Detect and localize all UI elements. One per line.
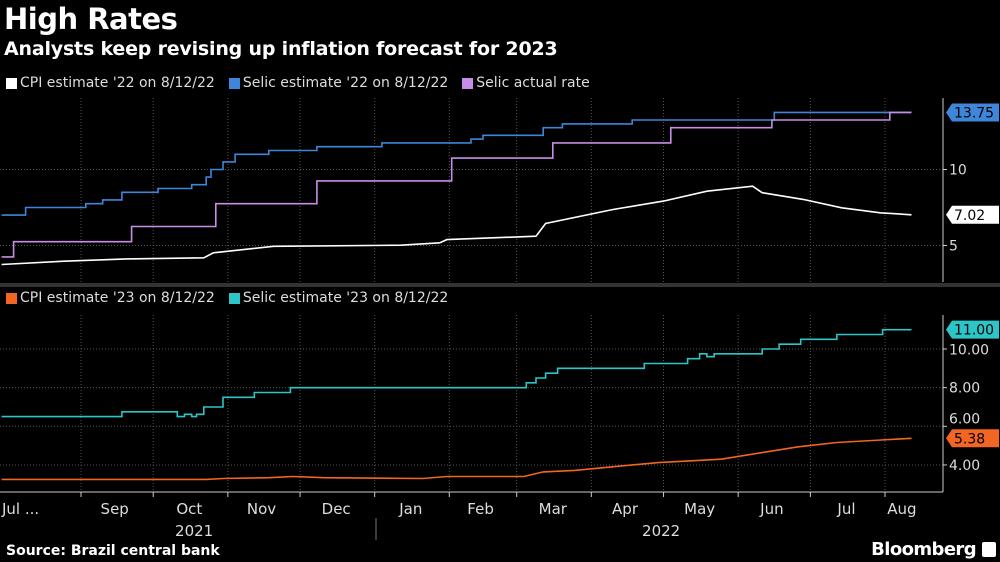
last-value-label: 7.02 bbox=[954, 208, 985, 224]
x-year-label: 2022 bbox=[642, 522, 680, 540]
x-tick-label: Apr bbox=[612, 500, 639, 518]
series-line-3 bbox=[1, 111, 912, 258]
legend-swatch bbox=[6, 292, 17, 304]
series-line-1 bbox=[1, 185, 912, 266]
last-value-badge bbox=[946, 320, 999, 339]
legend-item-selic-actual: Selic actual rate bbox=[462, 75, 590, 91]
x-tick-label: Mar bbox=[539, 500, 568, 518]
panel-divider bbox=[0, 283, 1000, 287]
last-value-badge bbox=[946, 429, 999, 448]
chart-title: High Rates bbox=[4, 2, 178, 36]
x-tick-label: Jun bbox=[759, 500, 783, 518]
legend-item-selic-23: Selic estimate '23 on 8/12/22 bbox=[228, 290, 449, 306]
x-tick-label: Oct bbox=[176, 500, 202, 518]
source-note: Source: Brazil central bank bbox=[6, 543, 220, 559]
y-tick-label: 6.00 bbox=[949, 411, 980, 427]
legend-label: Selic estimate '22 on 8/12/22 bbox=[242, 75, 449, 91]
x-tick-label: Nov bbox=[247, 500, 276, 518]
chart-subtitle: Analysts keep revising up inflation fore… bbox=[4, 38, 558, 60]
legend-label: Selic actual rate bbox=[476, 75, 590, 91]
legend-swatch bbox=[228, 292, 240, 304]
y-tick-label: 8.00 bbox=[949, 381, 980, 397]
last-value-label: 13.75 bbox=[954, 105, 994, 121]
legend-swatch bbox=[462, 77, 474, 89]
last-value-badge bbox=[946, 103, 999, 122]
x-tick-label: Jan bbox=[398, 500, 422, 518]
y-tick-label: 10 bbox=[949, 162, 967, 178]
x-tick-label: Jul bbox=[836, 500, 855, 518]
legend-swatch bbox=[228, 77, 240, 89]
legend-swatch bbox=[6, 77, 17, 89]
x-tick-label: Jul ... bbox=[1, 500, 39, 518]
legend-top: CPI estimate '22 on 8/12/22 Selic estima… bbox=[6, 75, 590, 91]
series-line-2 bbox=[1, 328, 912, 418]
series-line-1 bbox=[1, 437, 912, 481]
x-tick-label: Dec bbox=[322, 500, 351, 518]
legend-item-cpi-22: CPI estimate '22 on 8/12/22 bbox=[6, 75, 215, 91]
legend-bottom: CPI estimate '23 on 8/12/22 Selic estima… bbox=[6, 290, 448, 306]
x-tick-label: Sep bbox=[101, 500, 129, 518]
x-tick-label: May bbox=[684, 500, 715, 518]
x-tick-label: Aug bbox=[887, 500, 916, 518]
last-value-badge bbox=[946, 205, 999, 224]
legend-label: Selic estimate '23 on 8/12/22 bbox=[242, 290, 449, 306]
legend-label: CPI estimate '23 on 8/12/22 bbox=[20, 290, 215, 306]
legend-item-cpi-23: CPI estimate '23 on 8/12/22 bbox=[6, 290, 215, 306]
x-year-label: 2021 bbox=[175, 522, 213, 540]
series-line-2 bbox=[1, 111, 912, 216]
last-value-label: 11.00 bbox=[954, 323, 994, 339]
y-tick-label: 4.00 bbox=[949, 458, 980, 474]
y-tick-label: 5 bbox=[949, 239, 958, 255]
y-tick-label: 10.00 bbox=[949, 343, 989, 359]
bloomberg-logo: Bloomberg bbox=[871, 539, 976, 560]
legend-item-selic-22: Selic estimate '22 on 8/12/22 bbox=[228, 75, 449, 91]
bloomberg-chart-icon bbox=[982, 542, 996, 557]
last-value-label: 5.38 bbox=[954, 431, 985, 447]
legend-label: CPI estimate '22 on 8/12/22 bbox=[20, 75, 215, 91]
x-tick-label: Feb bbox=[467, 500, 494, 518]
